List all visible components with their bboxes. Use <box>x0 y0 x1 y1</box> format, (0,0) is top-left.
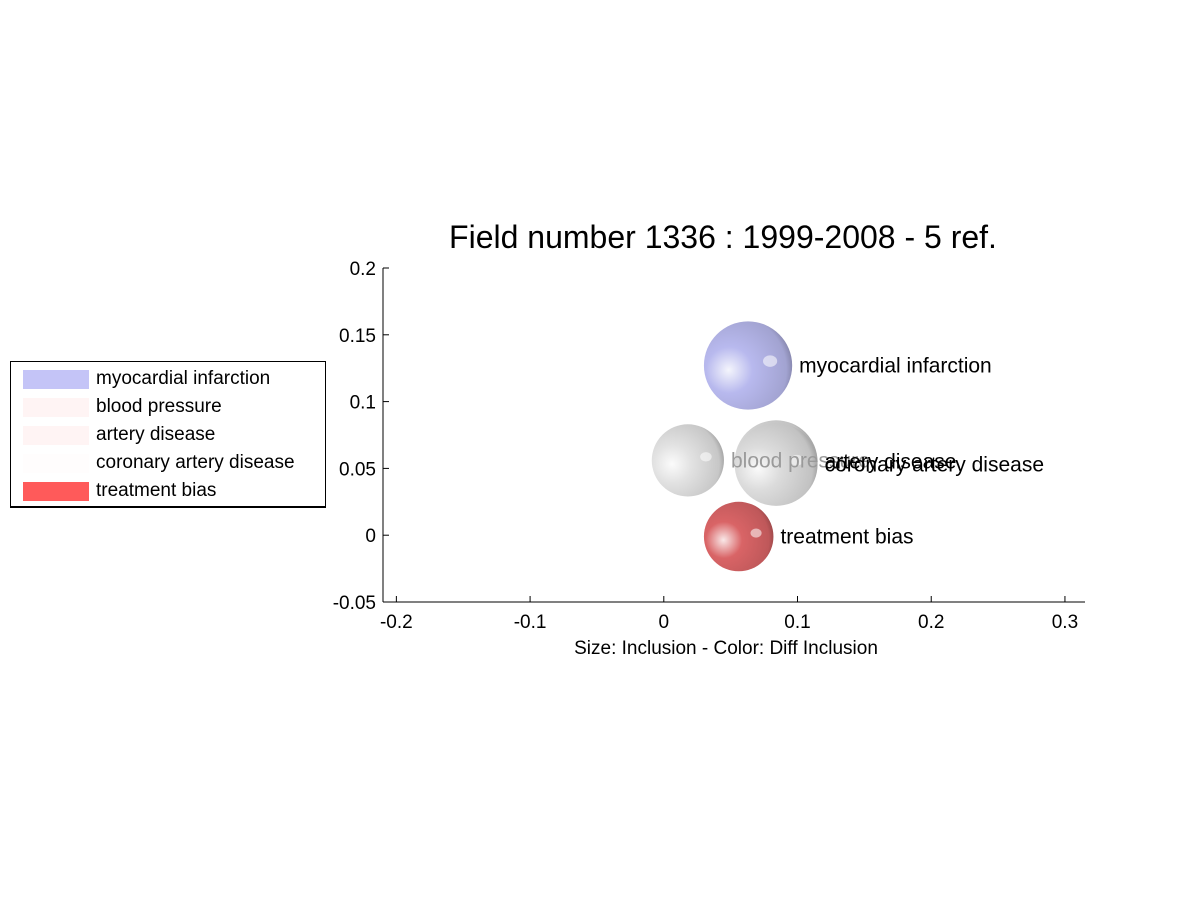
legend-item: coronary artery disease <box>11 452 325 474</box>
x-tick-label: 0.3 <box>1052 612 1078 633</box>
y-tick-label: 0.1 <box>350 393 376 414</box>
bubble <box>703 321 793 410</box>
legend-swatch <box>23 398 89 417</box>
bubble <box>651 424 724 497</box>
x-tick-label: -0.2 <box>380 612 413 633</box>
legend-swatch <box>23 454 89 473</box>
x-tick-label: 0.2 <box>918 612 944 633</box>
bubble <box>734 422 818 506</box>
point-labels: myocardial infarction blood pressurearter… <box>731 355 1044 549</box>
legend-label: artery disease <box>96 424 216 445</box>
y-tick-label: 0.2 <box>350 259 376 280</box>
bubble-highlight <box>790 454 804 466</box>
legend-label: blood pressure <box>96 396 222 417</box>
legend-item: artery disease <box>11 424 325 446</box>
point-label: myocardial infarction <box>799 355 992 378</box>
y-tick-label: 0 <box>365 526 376 547</box>
legend: myocardial infarction blood pressure arter… <box>10 361 326 508</box>
y-tick-label: -0.05 <box>333 593 376 614</box>
legend-label: treatment bias <box>96 480 217 501</box>
axes: -0.2 -0.1 0 0.1 0.2 0.3 -0.05 0 0.05 0.1 0.15 0.2 <box>333 259 1085 633</box>
legend-label: coronary artery disease <box>96 452 295 473</box>
bubbles <box>651 321 818 572</box>
point-label: coronary artery disease <box>825 453 1044 476</box>
chart-title: Field number 1336 : 1999-2008 - 5 ref. <box>449 219 997 255</box>
bubble-highlight <box>750 528 762 538</box>
point-label: artery disease <box>825 451 957 474</box>
legend-swatch <box>23 482 89 501</box>
legend-swatch <box>23 426 89 445</box>
legend-item: myocardial infarction <box>11 368 325 390</box>
legend-item: blood pressure <box>11 396 325 418</box>
bubble-highlight <box>763 355 778 367</box>
point-label: blood pressure <box>731 449 870 472</box>
legend-swatch <box>23 370 89 389</box>
bubble-highlight <box>700 452 712 462</box>
y-tick-label: 0.15 <box>339 326 376 347</box>
x-tick-label: 0.1 <box>784 612 810 633</box>
point-label: treatment bias <box>780 526 913 549</box>
x-tick-label: 0 <box>659 612 670 633</box>
legend-label: myocardial infarction <box>96 368 271 389</box>
x-axis-label: Size: Inclusion - Color: Diff Inclusion <box>574 638 878 659</box>
legend-item: treatment bias <box>11 480 325 502</box>
x-tick-label: -0.1 <box>514 612 547 633</box>
bubble <box>703 501 774 572</box>
y-tick-label: 0.05 <box>339 459 376 480</box>
